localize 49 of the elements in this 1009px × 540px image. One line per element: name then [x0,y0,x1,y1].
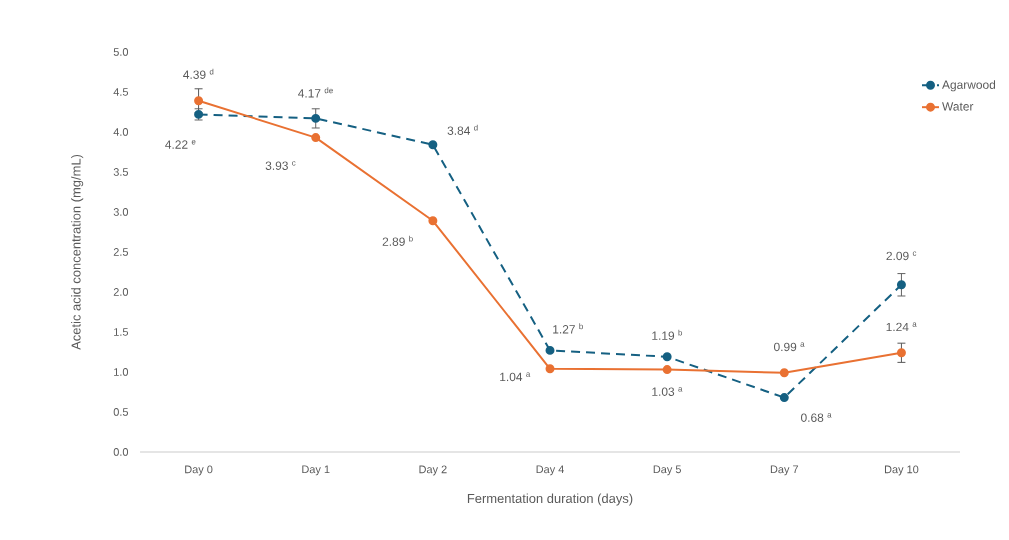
y-tick-label: 1.0 [114,368,129,376]
y-tick-label: 4.5 [113,88,129,96]
point [896,348,906,358]
data-label: 4.22 $^{e}$ [165,140,196,149]
x-tick-label: Day 4 [536,465,564,476]
data-label: 1.27 $^{b}$ [553,323,583,334]
x-tick-label: Day 2 [419,465,447,476]
data-label: 0.68 $^{a}$ [801,413,832,422]
y-tick-label: 2.0 [113,288,129,296]
data-label: 2.89 $^{b}$ [382,235,413,246]
point [428,140,438,150]
x-tick-label: Day 10 [884,465,919,476]
x-tick-label: Day 1 [302,465,330,476]
y-tick-label: 0.5 [113,408,129,416]
x-axis-title: Fermentation duration (days) [467,493,633,506]
legend-label: Agarwood [942,80,996,92]
y-tick-label: 0.0 [113,448,129,456]
data-label: 3.84 $^{d}$ [447,124,478,135]
data-label: 1.03 $^{a}$ [652,387,683,396]
y-tick-label: 1.5 [114,328,129,336]
data-label: 2.09 $^{c}$ [886,251,917,261]
point [428,216,438,226]
y-tick-label: 3.0 [113,208,129,216]
point [779,368,789,378]
point [662,365,672,375]
point [311,133,321,143]
data-label: 0.99 $^{a}$ [774,342,805,352]
data-label: 4.39 $^{d}$ [183,68,214,79]
y-tick-label: 4.0 [113,128,129,136]
data-label: 1.19 $^{b}$ [652,329,683,340]
data-label: 4.17 $^{de}$ [298,87,333,98]
point [311,113,321,123]
x-tick-label: Day 7 [770,465,799,476]
point [545,345,555,355]
point [545,364,555,374]
x-tick-label: Day 0 [185,465,213,476]
point [662,352,672,362]
x-tick-label: Day 5 [653,465,681,476]
y-tick-label: 2.5 [113,248,129,256]
y-axis-title: Acetic acid concentration (mg/mL) [71,154,84,350]
data-label: 1.04 $^{a}$ [500,372,531,382]
point [194,96,204,106]
y-tick-label: 5.0 [113,48,129,56]
data-label: 1.24 $^{a}$ [886,322,917,332]
data-label: 3.93 $^{c}$ [265,161,296,170]
y-tick-label: 3.5 [113,168,129,176]
point [779,393,789,403]
point [896,280,906,290]
legend-label: Water [942,102,974,111]
